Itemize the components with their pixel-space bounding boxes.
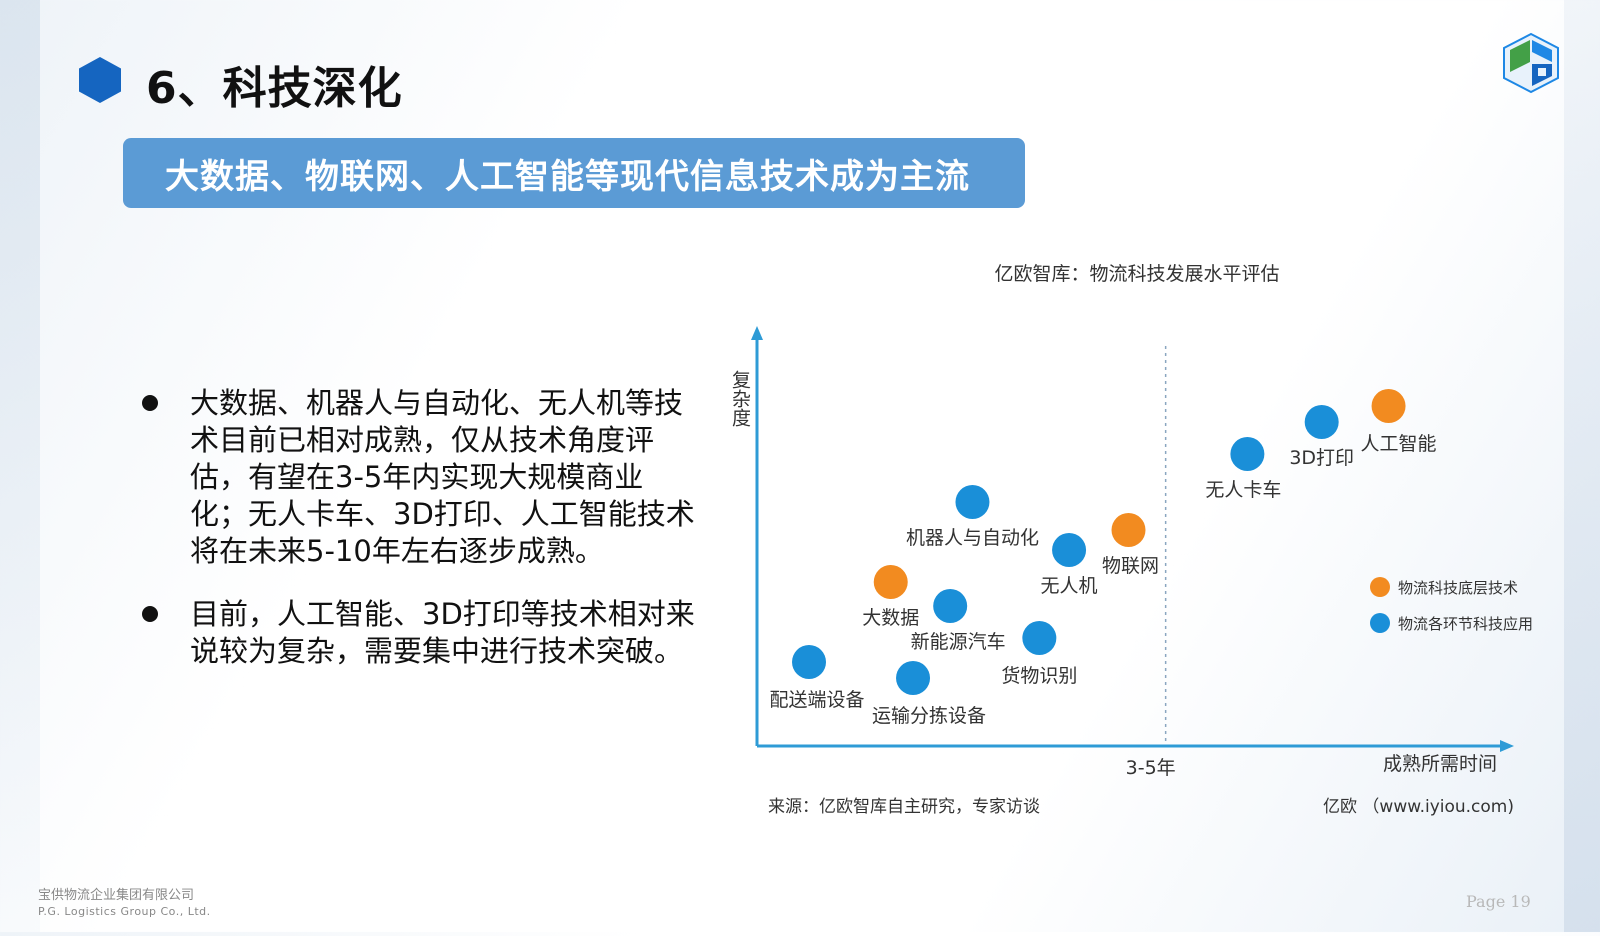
data-point xyxy=(1371,389,1406,423)
slide-title: 6、科技深化 xyxy=(146,63,403,114)
bullet-item: 大数据、机器人与自动化、无人机等技术目前已相对成熟，仅从技术角度评估，有望在3-… xyxy=(140,385,700,570)
company-name-cn: 宝供物流企业集团有限公司 xyxy=(38,888,195,903)
legend: 物流科技底层技术 物流各环节科技应用 xyxy=(1370,577,1533,633)
data-point xyxy=(1230,437,1265,471)
x-tick-label: 3-5年 xyxy=(1126,757,1176,779)
data-point-label: 无人卡车 xyxy=(1205,479,1281,501)
data-point-label: 新能源汽车 xyxy=(911,631,1006,653)
chart-source: 来源：亿欧智库自主研究，专家访谈 xyxy=(768,797,1040,817)
legend-marker-blue xyxy=(1370,613,1390,633)
company-logo-icon xyxy=(1503,32,1559,94)
legend-marker-orange xyxy=(1370,577,1390,597)
hexagon-icon xyxy=(79,57,121,103)
data-point-label: 货物识别 xyxy=(1001,665,1077,687)
data-point-label: 3D打印 xyxy=(1289,447,1354,469)
company-name-en: P.G. Logistics Group Co., Ltd. xyxy=(38,905,211,918)
data-point xyxy=(792,645,827,679)
data-point xyxy=(896,661,931,695)
legend-label: 物流各环节科技应用 xyxy=(1398,615,1533,633)
x-axis-label: 成熟所需时间 xyxy=(1383,753,1497,775)
data-point xyxy=(873,565,908,599)
data-point xyxy=(1111,513,1146,547)
page-number: Page 19 xyxy=(1466,892,1531,911)
data-point-label: 配送端设备 xyxy=(770,689,865,711)
data-point xyxy=(933,589,968,623)
y-axis-arrow xyxy=(751,326,763,340)
data-point xyxy=(1022,621,1057,655)
data-point-label: 运输分拣设备 xyxy=(872,705,986,727)
data-point-label: 无人机 xyxy=(1041,575,1098,597)
subtitle-banner: 大数据、物联网、人工智能等现代信息技术成为主流 xyxy=(123,138,1025,208)
data-point-label: 机器人与自动化 xyxy=(906,527,1039,549)
legend-label: 物流科技底层技术 xyxy=(1398,579,1518,597)
footer-company: 宝供物流企业集团有限公司 P.G. Logistics Group Co., L… xyxy=(38,888,211,920)
banner-text: 大数据、物联网、人工智能等现代信息技术成为主流 xyxy=(165,156,970,197)
data-point xyxy=(955,485,990,519)
data-point-label: 物联网 xyxy=(1102,555,1159,577)
x-axis-arrow xyxy=(1500,740,1514,752)
data-point-label: 人工智能 xyxy=(1361,433,1437,455)
background-decoration-left xyxy=(0,0,40,932)
data-point xyxy=(1052,533,1087,567)
data-point-label: 大数据 xyxy=(862,607,919,629)
y-axis-label: 复杂度 xyxy=(729,370,751,427)
data-point xyxy=(1304,405,1339,439)
chart-title: 亿欧智库：物流科技发展水平评估 xyxy=(994,263,1279,285)
background-decoration-right xyxy=(1564,0,1600,932)
bullet-list: 大数据、机器人与自动化、无人机等技术目前已相对成熟，仅从技术角度评估，有望在3-… xyxy=(140,385,700,696)
bullet-item: 目前，人工智能、3D打印等技术相对来说较为复杂，需要集中进行技术突破。 xyxy=(140,596,700,670)
chart-credit: 亿欧 （www.iyiou.com) xyxy=(1323,797,1514,817)
